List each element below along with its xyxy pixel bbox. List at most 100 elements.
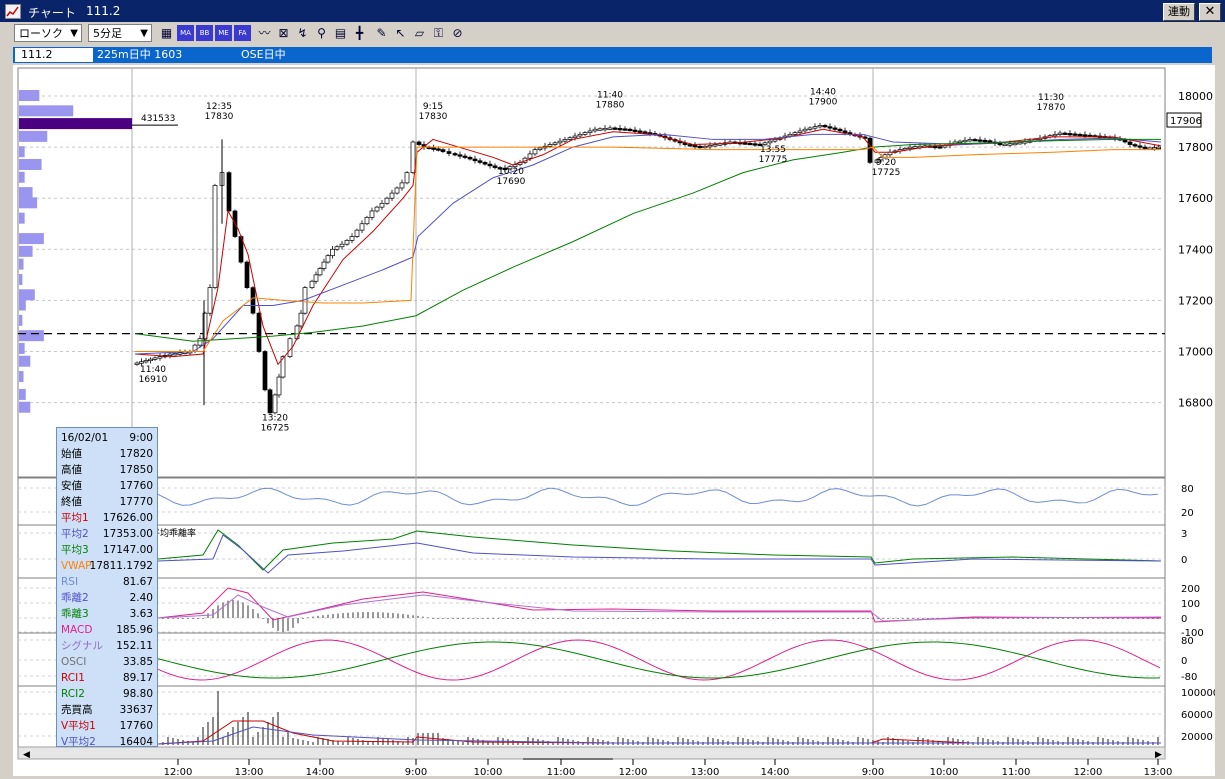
volume-profile-bar xyxy=(19,118,132,130)
rsi-tick: 20 xyxy=(1181,508,1194,519)
ban-icon[interactable]: ⊘ xyxy=(452,26,463,40)
calc-icon[interactable]: ▤ xyxy=(334,26,347,40)
data-row-label: 安値 xyxy=(61,480,82,492)
data-row-label: 平均2 xyxy=(61,528,89,540)
candle-body xyxy=(330,248,335,257)
current-value-field[interactable]: 111.2 xyxy=(15,48,93,62)
fa-icon[interactable]: FA xyxy=(234,25,251,41)
data-row-value: 17760 xyxy=(119,480,153,492)
window-title: チャート xyxy=(28,6,76,20)
annotation-price: 16725 xyxy=(261,423,290,433)
chart-area[interactable]: 18000 17800 17600 17400 17200 17000 16800 43153… xyxy=(13,65,1219,778)
data-row-label: RSI xyxy=(61,576,79,588)
interval-select[interactable]: 5分足 ▼ xyxy=(88,24,152,42)
candle-body xyxy=(752,143,758,146)
main-panel-frame xyxy=(17,67,1166,478)
candle-body xyxy=(313,274,319,282)
bars-icon[interactable]: ╋ xyxy=(355,26,364,40)
pen-icon[interactable]: ✎ xyxy=(376,26,387,40)
candle-body xyxy=(1062,132,1068,135)
data-row-value: 3.63 xyxy=(129,608,153,620)
annotation-price: 17725 xyxy=(872,168,901,178)
link-button[interactable]: 連動 xyxy=(1163,3,1195,21)
data-row-10: 乖離3 3.63 xyxy=(57,606,157,622)
candle-body xyxy=(492,165,498,168)
dev-tick: 3 xyxy=(1181,529,1187,540)
macd-tick: 0 xyxy=(1181,614,1187,625)
data-date: 16/02/01 xyxy=(61,432,109,444)
data-row-3: 終値 17770 xyxy=(57,494,157,510)
candle-body xyxy=(1082,134,1088,137)
data-row-15: RCI2 98.80 xyxy=(57,686,157,702)
data-row-12: シグナル 152.11 xyxy=(57,638,157,654)
candle-body xyxy=(404,172,410,184)
table-icon[interactable]: ▦ xyxy=(160,26,173,40)
candle-body xyxy=(226,172,232,212)
time-axis-label: 13:00 xyxy=(691,767,720,776)
candle-body xyxy=(462,155,468,158)
bb-icon[interactable]: BB xyxy=(196,25,213,41)
toolbar: ローソク ▼ 5分足 ▼ ▦ MA BB ME FA 〰 ⊠ ↯ ⚲ ▤ ╋ ✎ ↖ ▱ ⚿ ⊘ xyxy=(0,22,1225,46)
candle-body xyxy=(757,143,763,146)
cursor-icon[interactable]: ↖ xyxy=(395,26,406,40)
data-row-13: OSCI 33.85 xyxy=(57,654,157,670)
me-icon[interactable]: ME xyxy=(215,25,232,41)
macd-tick: -100 xyxy=(1181,628,1204,639)
ma-icon[interactable]: MA xyxy=(177,25,194,41)
candle-body xyxy=(962,139,968,143)
price-chart[interactable]: 18000 17800 17600 17400 17200 17000 16800 43153… xyxy=(13,65,1219,778)
candle-body xyxy=(807,127,813,130)
wave-icon[interactable]: 〰 xyxy=(258,26,271,40)
candle-body xyxy=(497,167,503,170)
candle-body xyxy=(842,130,848,133)
volume-profile-bar xyxy=(19,105,74,117)
data-row-value: 33.85 xyxy=(122,656,153,668)
candle-body xyxy=(1007,143,1013,146)
time-axis-label: 10:00 xyxy=(930,767,959,776)
data-row-value: 17760 xyxy=(119,720,153,732)
candle-body xyxy=(280,356,286,378)
candle-body xyxy=(389,192,395,199)
candle-body xyxy=(379,202,385,208)
cross-icon[interactable]: ⊠ xyxy=(278,26,289,40)
deviation2-line xyxy=(157,534,1162,574)
candle-body xyxy=(472,158,478,162)
candle-body xyxy=(532,149,538,155)
candle-body xyxy=(207,287,213,314)
candle-body xyxy=(547,144,553,147)
candle-body xyxy=(1072,133,1078,136)
data-row-value: 81.67 xyxy=(122,576,153,588)
flag-icon[interactable]: ↯ xyxy=(297,26,308,40)
candle-body xyxy=(369,210,375,218)
vwap-line xyxy=(135,146,1161,352)
eraser-icon[interactable]: ▱ xyxy=(414,26,425,40)
data-row-11: MACD 185.96 xyxy=(57,622,157,638)
candle-body xyxy=(592,128,598,132)
data-row-value: 17850 xyxy=(119,464,153,476)
price-tick-label: 18000 xyxy=(1178,90,1213,103)
candle-body xyxy=(452,153,458,156)
price-tick-label: 17400 xyxy=(1178,243,1213,256)
data-row-value: 2.40 xyxy=(129,592,153,604)
candle-body xyxy=(1067,133,1073,136)
annotation-price: 17830 xyxy=(419,112,448,122)
time-axis-label: 12:00 xyxy=(164,767,193,776)
candle-body xyxy=(787,133,793,137)
rci2-line xyxy=(157,641,1161,679)
key-icon[interactable]: ⚿ xyxy=(433,26,444,40)
interval-value: 5分足 xyxy=(93,27,122,40)
candle-body xyxy=(339,243,345,248)
candle-body xyxy=(837,128,843,132)
volume-profile-bar xyxy=(19,314,23,326)
search-icon[interactable]: ⚲ xyxy=(317,26,326,40)
candle-body xyxy=(817,125,823,128)
annotation-time: 13:20 xyxy=(262,413,288,423)
chart-type-select[interactable]: ローソク ▼ xyxy=(14,24,82,42)
macd-tick: 100 xyxy=(1181,599,1200,610)
data-row-0: 始値 17820 xyxy=(57,446,157,462)
close-button[interactable]: ✕ xyxy=(1199,3,1221,21)
candle-body xyxy=(143,360,149,363)
annotation-price: 17900 xyxy=(809,98,838,108)
candle-body xyxy=(482,162,488,165)
rci-tick: 0 xyxy=(1181,656,1187,667)
